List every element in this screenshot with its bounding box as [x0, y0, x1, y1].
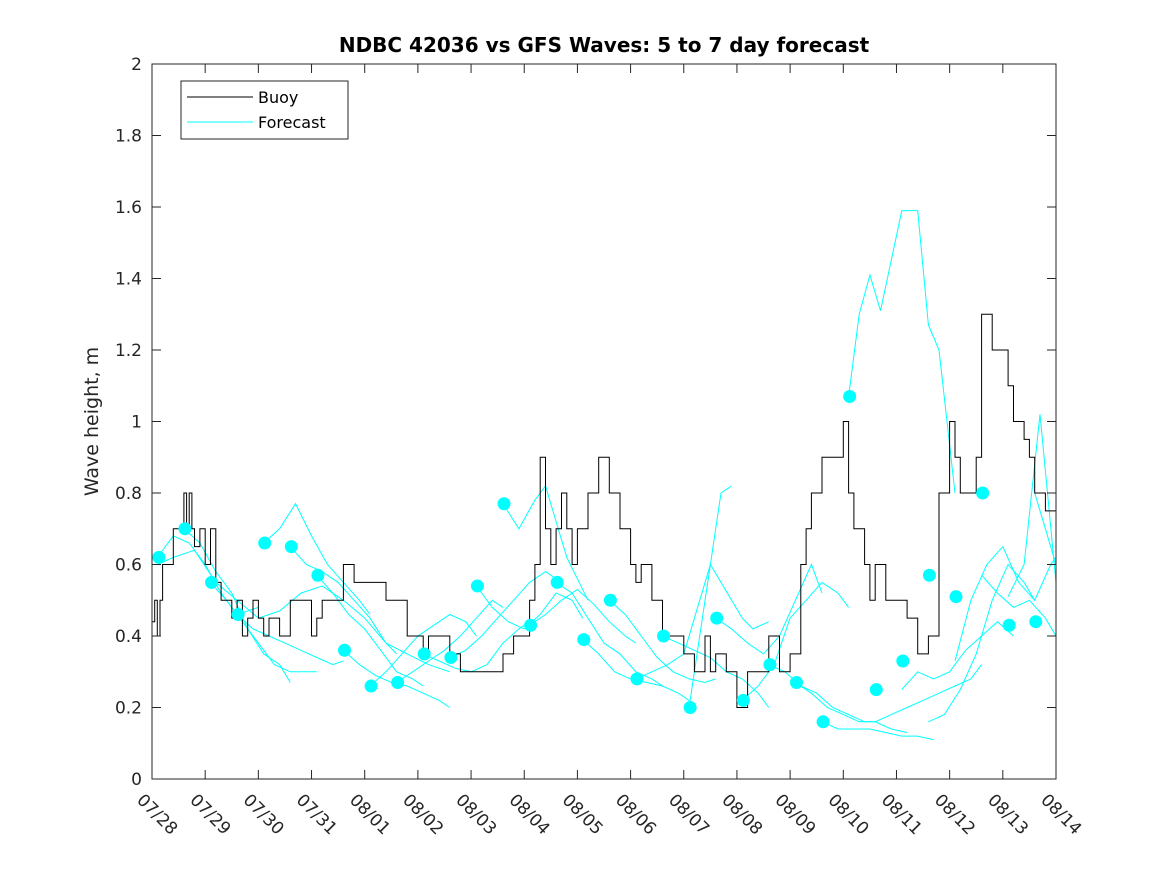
forecast-series-line: [662, 635, 770, 708]
forecast-series-line: [901, 621, 1014, 690]
forecast-series-line: [635, 485, 732, 680]
forecast-series-line: [795, 682, 908, 733]
y-tick-label: 2: [131, 55, 142, 75]
forecast-series-line: [529, 588, 637, 644]
y-tick-label: 1.8: [115, 127, 142, 147]
forecast-series-line: [688, 563, 770, 708]
forecast-start-marker: [976, 486, 990, 500]
forecast-start-marker: [258, 536, 272, 550]
y-tick-label: 0.8: [115, 484, 142, 504]
y-tick-label: 0.4: [115, 627, 142, 647]
plot-content: [152, 210, 1057, 741]
forecast-start-marker: [630, 672, 644, 686]
forecast-start-marker: [470, 579, 484, 593]
forecast-series-line: [502, 484, 589, 601]
y-tick-label: 0.2: [115, 699, 142, 719]
forecast-series-line: [1007, 414, 1057, 597]
forecast-start-marker: [205, 575, 219, 589]
forecast-series-line: [715, 563, 823, 655]
forecast-start-marker: [444, 650, 458, 664]
forecast-start-marker: [524, 618, 538, 632]
legend-forecast-label: Forecast: [258, 113, 326, 132]
forecast-series-line: [210, 582, 317, 673]
y-tick-label: 1.4: [115, 270, 142, 290]
forecast-start-marker: [337, 643, 351, 657]
forecast-series-line: [449, 570, 557, 658]
y-axis-label: Wave height, m: [81, 347, 103, 496]
forecast-start-marker: [763, 658, 777, 672]
legend-box: [180, 80, 349, 140]
forecast-start-marker: [949, 590, 963, 604]
forecast-start-marker: [922, 568, 936, 582]
legend: Buoy Forecast: [180, 80, 349, 140]
forecast-start-marker: [577, 633, 591, 647]
forecast-series-line: [422, 621, 530, 673]
legend-buoy-label: Buoy: [258, 88, 298, 107]
forecast-start-marker: [364, 679, 378, 693]
y-tick-label: 0: [131, 770, 142, 790]
forecast-series-line: [369, 613, 477, 687]
forecast-series-line: [848, 210, 956, 494]
forecast-start-marker: [152, 550, 166, 564]
forecast-start-marker: [736, 693, 750, 707]
forecast-start-marker: [391, 675, 405, 689]
y-tick-label: 1.6: [115, 198, 142, 218]
forecast-series-line: [157, 549, 450, 673]
forecast-start-marker: [657, 629, 671, 643]
y-tick-label: 1: [131, 413, 142, 433]
forecast-series-line: [289, 546, 397, 655]
forecast-start-marker: [178, 522, 192, 536]
forecast-start-marker: [497, 497, 511, 511]
forecast-start-marker: [816, 715, 830, 729]
plot-area: [152, 64, 1056, 779]
forecast-start-marker: [789, 675, 803, 689]
forecast-series-line: [608, 599, 716, 684]
forecast-start-marker: [311, 568, 325, 582]
forecast-start-marker: [869, 683, 883, 697]
forecast-series-line: [768, 664, 876, 723]
forecast-start-marker: [231, 608, 245, 622]
forecast-series-line: [874, 664, 983, 723]
forecast-series-line: [821, 721, 934, 741]
forecast-start-marker: [284, 540, 298, 554]
forecast-series-line: [954, 545, 1057, 662]
forecast-start-marker: [1002, 618, 1016, 632]
forecast-start-marker: [603, 593, 617, 607]
forecast-series-line: [263, 502, 371, 615]
forecast-start-marker: [683, 701, 697, 714]
forecast-start-marker: [843, 389, 857, 403]
forecast-series-line: [928, 563, 1036, 723]
y-tick-label: 0.6: [115, 556, 142, 576]
chart-title: NDBC 42036 vs GFS Waves: 5 to 7 day fore…: [339, 33, 870, 57]
forecast-start-marker: [417, 647, 431, 661]
forecast-start-marker: [896, 654, 910, 668]
forecast-series-line: [316, 574, 424, 687]
y-axis: 0 0.2 0.4 0.6 0.8 1 1.2 1.4 1.6 1.8 2: [115, 55, 1056, 790]
forecast-series-line: [1034, 492, 1057, 565]
forecast-start-marker: [550, 575, 564, 589]
forecast-series-line: [236, 614, 344, 666]
forecast-start-marker: [710, 611, 724, 625]
forecast-series-line: [741, 581, 850, 701]
forecast-series-line: [981, 574, 1057, 637]
forecast-series-line: [555, 581, 663, 687]
forecast-start-marker: [1029, 615, 1043, 629]
y-tick-label: 1.2: [115, 341, 142, 361]
